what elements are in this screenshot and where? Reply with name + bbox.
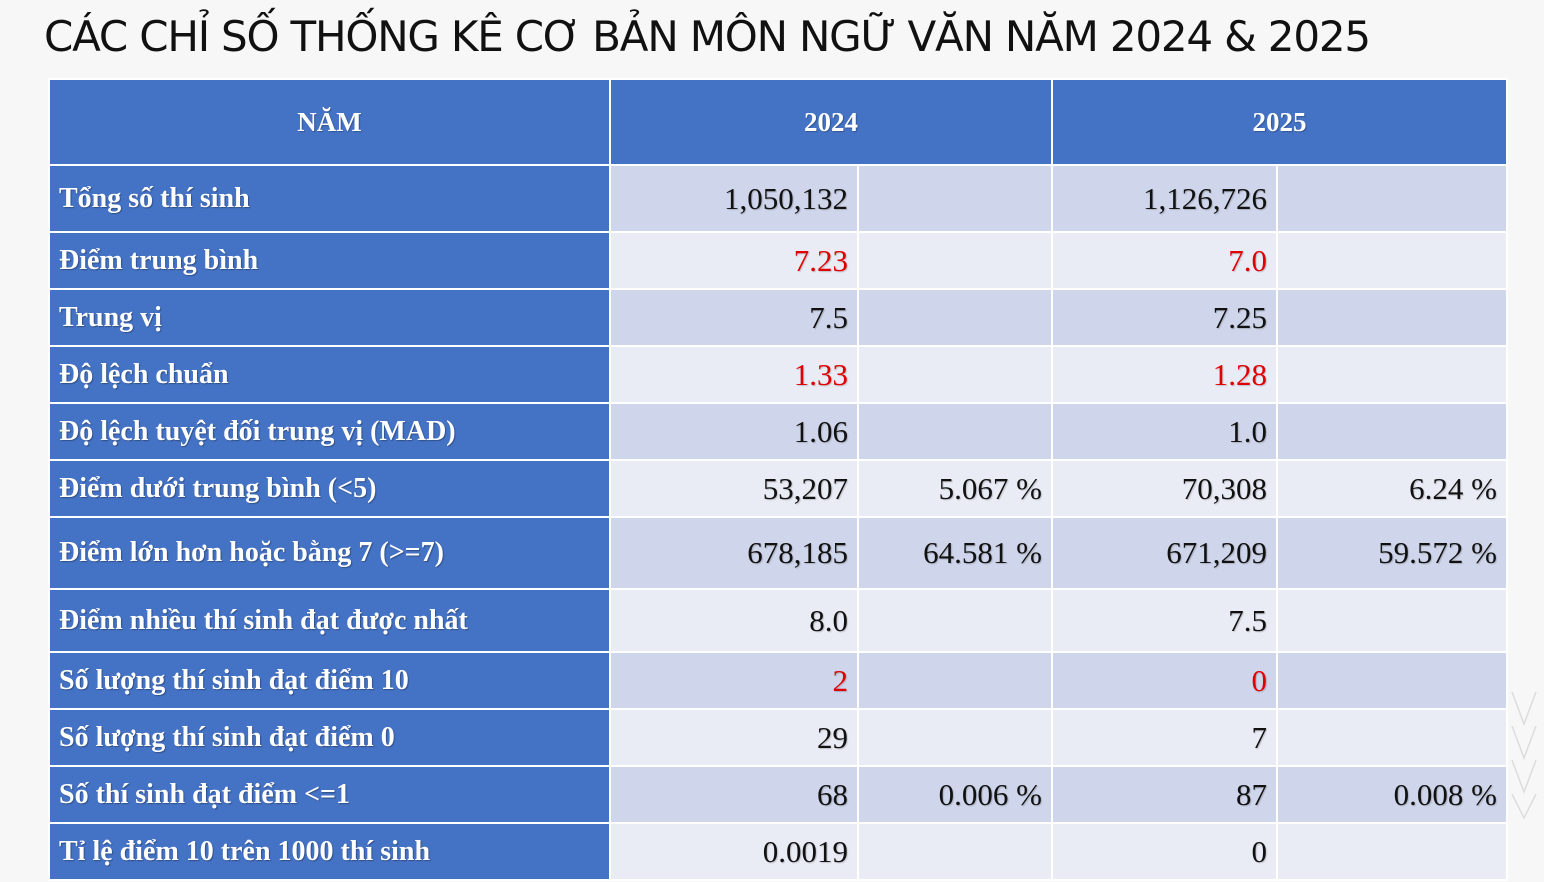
table-row: Độ lệch tuyệt đối trung vị (MAD) 1.06 1.0 bbox=[48, 402, 1508, 461]
row-label: Số lượng thí sinh đạt điểm 0 bbox=[48, 708, 611, 767]
value-2024: 29 bbox=[609, 708, 859, 767]
value-2025: 1,126,726 bbox=[1051, 164, 1278, 233]
value-2024: 1,050,132 bbox=[609, 164, 859, 233]
decorative-chevrons-icon bbox=[1511, 691, 1537, 820]
value-2024: 8.0 bbox=[609, 588, 859, 653]
row-label: Tỉ lệ điểm 10 trên 1000 thí sinh bbox=[48, 822, 611, 881]
value-2024: 1.33 bbox=[609, 345, 859, 404]
page-title: CÁC CHỈ SỐ THỐNG KÊ CƠ BẢN MÔN NGỮ VĂN N… bbox=[44, 12, 1371, 61]
row-label: Điểm lớn hơn hoặc bằng 7 (>=7) bbox=[48, 516, 611, 590]
table-header-row: NĂM 2024 2025 bbox=[48, 78, 1508, 166]
value-2025: 7.5 bbox=[1051, 588, 1278, 653]
value-2024: 68 bbox=[609, 765, 859, 824]
value-2025: 7 bbox=[1051, 708, 1278, 767]
percent-2024 bbox=[857, 402, 1053, 461]
value-2025: 671,209 bbox=[1051, 516, 1278, 590]
header-year-2024: 2024 bbox=[609, 78, 1053, 166]
percent-2025 bbox=[1276, 345, 1508, 404]
percent-2024 bbox=[857, 288, 1053, 347]
percent-2025 bbox=[1276, 822, 1508, 881]
value-2025: 0 bbox=[1051, 822, 1278, 881]
row-label: Số thí sinh đạt điểm <=1 bbox=[48, 765, 611, 824]
percent-2024 bbox=[857, 231, 1053, 290]
table-row: Tỉ lệ điểm 10 trên 1000 thí sinh 0.0019 0 bbox=[48, 822, 1508, 881]
table-row: Số thí sinh đạt điểm <=1 68 0.006 % 87 0.008… bbox=[48, 765, 1508, 824]
percent-2024: 0.006 % bbox=[857, 765, 1053, 824]
row-label: Tổng số thí sinh bbox=[48, 164, 611, 233]
header-year-label: NĂM bbox=[48, 78, 611, 166]
table-body: Tổng số thí sinh 1,050,132 1,126,726 Điểm t… bbox=[48, 164, 1508, 881]
value-2025: 1.0 bbox=[1051, 402, 1278, 461]
value-2024: 7.5 bbox=[609, 288, 859, 347]
row-label: Trung vị bbox=[48, 288, 611, 347]
percent-2024 bbox=[857, 164, 1053, 233]
percent-2024: 5.067 % bbox=[857, 459, 1053, 518]
percent-2025: 59.572 % bbox=[1276, 516, 1508, 590]
row-label: Điểm dưới trung bình (<5) bbox=[48, 459, 611, 518]
table-row: Số lượng thí sinh đạt điểm 10 2 0 bbox=[48, 651, 1508, 710]
percent-2025 bbox=[1276, 651, 1508, 710]
percent-2024 bbox=[857, 651, 1053, 710]
table-row: Điểm dưới trung bình (<5) 53,207 5.067 % 70… bbox=[48, 459, 1508, 518]
table-row: Số lượng thí sinh đạt điểm 0 29 7 bbox=[48, 708, 1508, 767]
value-2025: 0 bbox=[1051, 651, 1278, 710]
percent-2025 bbox=[1276, 231, 1508, 290]
value-2024: 2 bbox=[609, 651, 859, 710]
table-row: Độ lệch chuẩn 1.33 1.28 bbox=[48, 345, 1508, 404]
statistics-table: NĂM 2024 2025 Tổng số thí sinh 1,050,132 1… bbox=[48, 78, 1508, 881]
percent-2024 bbox=[857, 708, 1053, 767]
table-row: Điểm trung bình 7.23 7.0 bbox=[48, 231, 1508, 290]
row-label: Số lượng thí sinh đạt điểm 10 bbox=[48, 651, 611, 710]
percent-2024 bbox=[857, 345, 1053, 404]
value-2024: 7.23 bbox=[609, 231, 859, 290]
header-year-2025: 2025 bbox=[1051, 78, 1508, 166]
percent-2025 bbox=[1276, 288, 1508, 347]
table-row: Tổng số thí sinh 1,050,132 1,126,726 bbox=[48, 164, 1508, 233]
value-2025: 7.25 bbox=[1051, 288, 1278, 347]
percent-2025 bbox=[1276, 708, 1508, 767]
value-2025: 7.0 bbox=[1051, 231, 1278, 290]
percent-2025 bbox=[1276, 402, 1508, 461]
row-label: Điểm trung bình bbox=[48, 231, 611, 290]
value-2025: 87 bbox=[1051, 765, 1278, 824]
value-2024: 678,185 bbox=[609, 516, 859, 590]
table-row: Điểm lớn hơn hoặc bằng 7 (>=7) 678,185 64.… bbox=[48, 516, 1508, 590]
row-label: Độ lệch chuẩn bbox=[48, 345, 611, 404]
value-2025: 1.28 bbox=[1051, 345, 1278, 404]
row-label: Điểm nhiều thí sinh đạt được nhất bbox=[48, 588, 611, 653]
table-row: Trung vị 7.5 7.25 bbox=[48, 288, 1508, 347]
row-label: Độ lệch tuyệt đối trung vị (MAD) bbox=[48, 402, 611, 461]
percent-2025 bbox=[1276, 588, 1508, 653]
value-2025: 70,308 bbox=[1051, 459, 1278, 518]
value-2024: 53,207 bbox=[609, 459, 859, 518]
percent-2025 bbox=[1276, 164, 1508, 233]
percent-2024 bbox=[857, 588, 1053, 653]
value-2024: 0.0019 bbox=[609, 822, 859, 881]
percent-2024: 64.581 % bbox=[857, 516, 1053, 590]
table-row: Điểm nhiều thí sinh đạt được nhất 8.0 7.5 bbox=[48, 588, 1508, 653]
percent-2025: 0.008 % bbox=[1276, 765, 1508, 824]
value-2024: 1.06 bbox=[609, 402, 859, 461]
percent-2024 bbox=[857, 822, 1053, 881]
percent-2025: 6.24 % bbox=[1276, 459, 1508, 518]
